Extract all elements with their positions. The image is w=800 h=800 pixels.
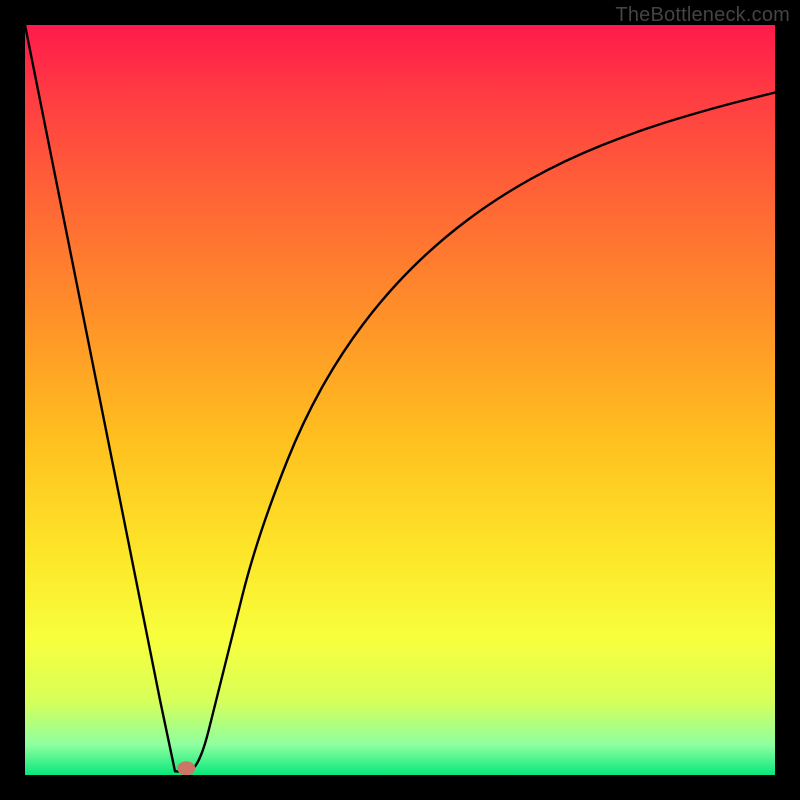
watermark-text: TheBottleneck.com (615, 4, 790, 27)
chart-frame: { "watermark": { "text": "TheBottleneck.… (0, 0, 800, 800)
curve-svg (25, 25, 775, 775)
plot-area (25, 25, 775, 775)
bottleneck-curve (25, 25, 775, 772)
minimum-marker (177, 761, 195, 775)
